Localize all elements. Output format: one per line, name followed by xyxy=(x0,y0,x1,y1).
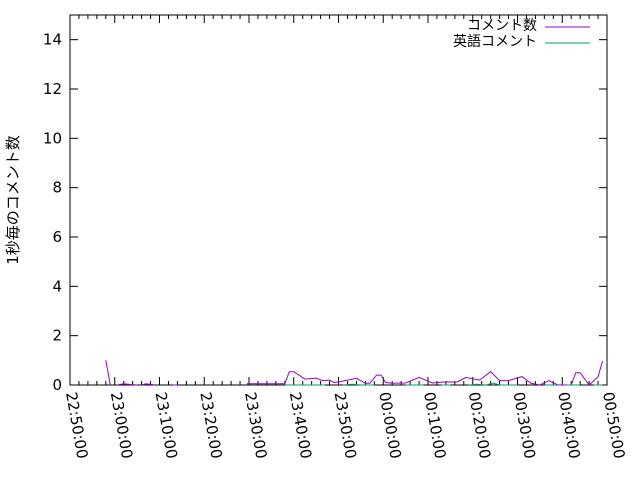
series-line-1 xyxy=(468,382,518,386)
x-tick-label: 23:30:00 xyxy=(241,391,270,460)
plot-frame xyxy=(69,14,608,386)
y-tick-label: 14 xyxy=(43,31,62,49)
x-tick-label: 00:10:00 xyxy=(420,391,449,460)
x-tick-label: 22:50:00 xyxy=(62,391,91,460)
y-tick-label: 10 xyxy=(43,129,62,147)
y-tick-label: 4 xyxy=(52,277,62,295)
series-line-0 xyxy=(116,383,138,386)
y-tick-label: 8 xyxy=(52,179,62,197)
x-tick-label: 23:00:00 xyxy=(107,391,136,460)
x-tick-label: 00:40:00 xyxy=(554,391,583,460)
series-line-0 xyxy=(105,360,111,386)
x-tick-label: 00:30:00 xyxy=(510,391,539,460)
y-tick-label: 6 xyxy=(52,228,62,246)
legend-label-0: コメント数 xyxy=(467,18,537,34)
series-line-0 xyxy=(141,383,156,386)
x-tick-label: 23:50:00 xyxy=(331,391,360,460)
y-axis-label: 1秒毎のコメント数 xyxy=(4,135,22,265)
legend-label-1: 英語コメント xyxy=(453,33,537,50)
y-tick-label: 12 xyxy=(43,80,62,98)
x-tick-label: 00:20:00 xyxy=(465,391,494,460)
series-line-1 xyxy=(342,383,375,386)
x-tick-label: 00:50:00 xyxy=(599,391,628,460)
y-tick-label: 2 xyxy=(52,327,62,345)
x-tick-label: 23:10:00 xyxy=(152,391,181,460)
legend: コメント数 英語コメント xyxy=(453,18,590,50)
series-line-0 xyxy=(246,360,603,386)
x-tick-label: 23:40:00 xyxy=(286,391,315,460)
x-tick-label: 23:20:00 xyxy=(196,391,225,460)
x-tick-label: 00:00:00 xyxy=(375,391,404,460)
y-tick-label: 0 xyxy=(52,376,62,394)
